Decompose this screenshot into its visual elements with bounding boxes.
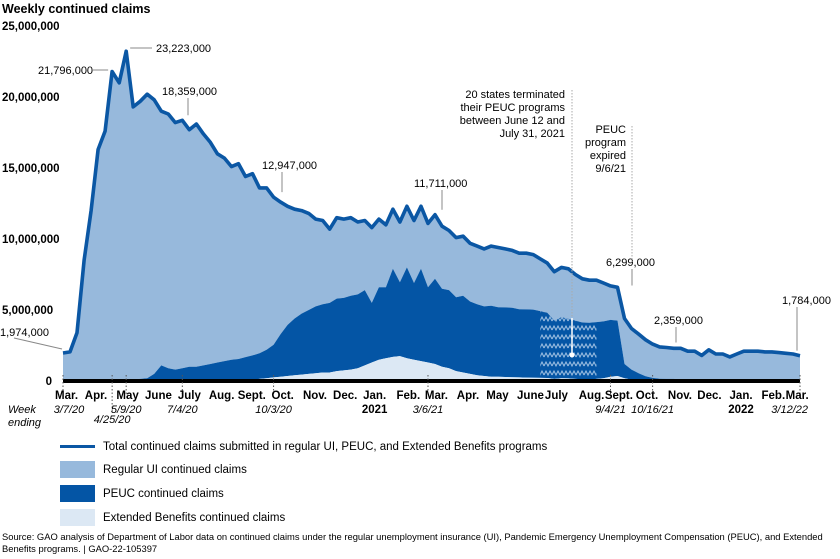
chart-area: 0 5,000,000 10,000,000 15,000,000 20,000,000… bbox=[0, 21, 831, 429]
x-month-label: July bbox=[545, 390, 569, 402]
legend-label: Total continued claims submitted in regu… bbox=[103, 440, 548, 453]
legend-item-regular-ui: Regular UI continued claims bbox=[60, 461, 247, 478]
x-week-ending-label: 10/3/20 bbox=[255, 404, 293, 416]
area-peuc bbox=[63, 267, 800, 381]
note-peuc-expired: 9/6/21 bbox=[595, 163, 626, 175]
x-month-label: Aug. bbox=[579, 390, 605, 402]
x-month-label: Aug. bbox=[209, 390, 235, 402]
y-tick-label: 5,000,000 bbox=[2, 305, 53, 317]
x-month-label: Feb. bbox=[397, 390, 421, 402]
area-regular-ui bbox=[63, 51, 800, 381]
x-month-label: June bbox=[517, 390, 544, 402]
x-week-ending-label: 4/25/20 bbox=[94, 414, 132, 426]
annotation-label: 1,784,000 bbox=[782, 295, 831, 307]
y-tick-label: 0 bbox=[46, 376, 52, 388]
x-month-label: Nov. bbox=[303, 390, 327, 402]
annotation-label: 6,299,000 bbox=[606, 257, 655, 269]
annotation-label: 11,711,000 bbox=[414, 178, 467, 190]
legend-label: Regular UI continued claims bbox=[103, 463, 247, 476]
x-month-label: June bbox=[145, 390, 172, 402]
line-total-claims bbox=[62, 49, 801, 359]
x-month-label: Jan. bbox=[730, 390, 753, 402]
x-month-label: Dec. bbox=[697, 390, 721, 402]
area-peuc-terminated-states-hatch bbox=[540, 311, 597, 380]
note-pointer-dot bbox=[569, 352, 575, 358]
x-month-label: Nov. bbox=[668, 390, 692, 402]
note-states-terminated: between June 12 and bbox=[460, 115, 565, 127]
annotation-arrow bbox=[13, 337, 63, 350]
area-extended-benefits bbox=[63, 356, 800, 381]
chart-title: Weekly continued claims bbox=[2, 2, 151, 16]
x-week-ending-label: 7/4/20 bbox=[167, 404, 198, 416]
x-week-ending-label: 10/16/21 bbox=[631, 404, 674, 416]
y-tick-label: 15,000,000 bbox=[2, 163, 60, 175]
y-tick-label: 20,000,000 bbox=[2, 92, 60, 104]
annotation-label: 12,947,000 bbox=[262, 160, 317, 172]
x-week-ending-label: 9/4/21 bbox=[595, 404, 626, 416]
x-week-ending-label: 5/9/20 bbox=[111, 404, 142, 416]
annotation-label: 18,359,000 bbox=[162, 86, 217, 98]
note-states-terminated: 20 states terminated bbox=[465, 89, 565, 101]
x-year-label: 2022 bbox=[728, 404, 754, 416]
x-axis-caption: ending bbox=[8, 417, 42, 429]
note-peuc-expired: program bbox=[585, 137, 626, 149]
y-tick-label: 10,000,000 bbox=[2, 234, 60, 246]
legend-item-total: Total continued claims submitted in regu… bbox=[60, 438, 547, 455]
legend-line-total bbox=[60, 445, 95, 448]
x-month-label: May bbox=[116, 390, 139, 402]
x-month-label: Dec. bbox=[333, 390, 357, 402]
x-month-label: Oct. bbox=[272, 390, 294, 402]
x-month-label: Apr. bbox=[457, 390, 479, 402]
y-tick-label: 25,000,000 bbox=[2, 21, 60, 33]
note-states-terminated: their PEUC programs bbox=[460, 102, 565, 114]
annotation-label: 23,223,000 bbox=[156, 43, 211, 55]
legend-swatch-extended-benefits bbox=[60, 509, 95, 526]
annotation-label: 21,796,000 bbox=[38, 65, 93, 77]
x-month-label: Sept. bbox=[605, 390, 633, 402]
x-month-label: Oct. bbox=[636, 390, 658, 402]
legend-swatch-regular-ui bbox=[60, 461, 95, 478]
x-month-label: Mar. bbox=[425, 390, 448, 402]
x-month-label: Jan. bbox=[363, 390, 386, 402]
x-month-label: May bbox=[486, 390, 509, 402]
legend-label: Extended Benefits continued claims bbox=[103, 511, 286, 524]
x-axis-caption: Week bbox=[8, 404, 36, 416]
x-week-ending-label: 3/6/21 bbox=[413, 404, 444, 416]
note-peuc-expired: expired bbox=[590, 150, 626, 162]
note-peuc-expired: PEUC bbox=[595, 124, 626, 136]
x-year-label: 2021 bbox=[362, 404, 388, 416]
legend-swatch-peuc bbox=[60, 485, 95, 502]
legend-label: PEUC continued claims bbox=[103, 487, 224, 500]
x-month-label: Mar. bbox=[55, 390, 78, 402]
x-month-label: Feb. bbox=[762, 390, 786, 402]
x-month-label: Apr. bbox=[85, 390, 107, 402]
annotation-label: 2,359,000 bbox=[654, 315, 703, 327]
legend-item-extended-benefits: Extended Benefits continued claims bbox=[60, 509, 285, 526]
x-month-label: July bbox=[178, 390, 202, 402]
x-week-ending-label: 3/7/20 bbox=[54, 404, 85, 416]
legend-item-peuc: PEUC continued claims bbox=[60, 485, 224, 502]
x-week-ending-label: 3/12/22 bbox=[771, 404, 808, 416]
x-month-label: Mar. bbox=[786, 390, 809, 402]
source-note: Source: GAO analysis of Department of La… bbox=[2, 531, 823, 554]
x-month-label: Sept. bbox=[238, 390, 266, 402]
note-states-terminated: July 31, 2021 bbox=[500, 128, 565, 140]
annotation-label: 1,974,000 bbox=[0, 327, 49, 339]
